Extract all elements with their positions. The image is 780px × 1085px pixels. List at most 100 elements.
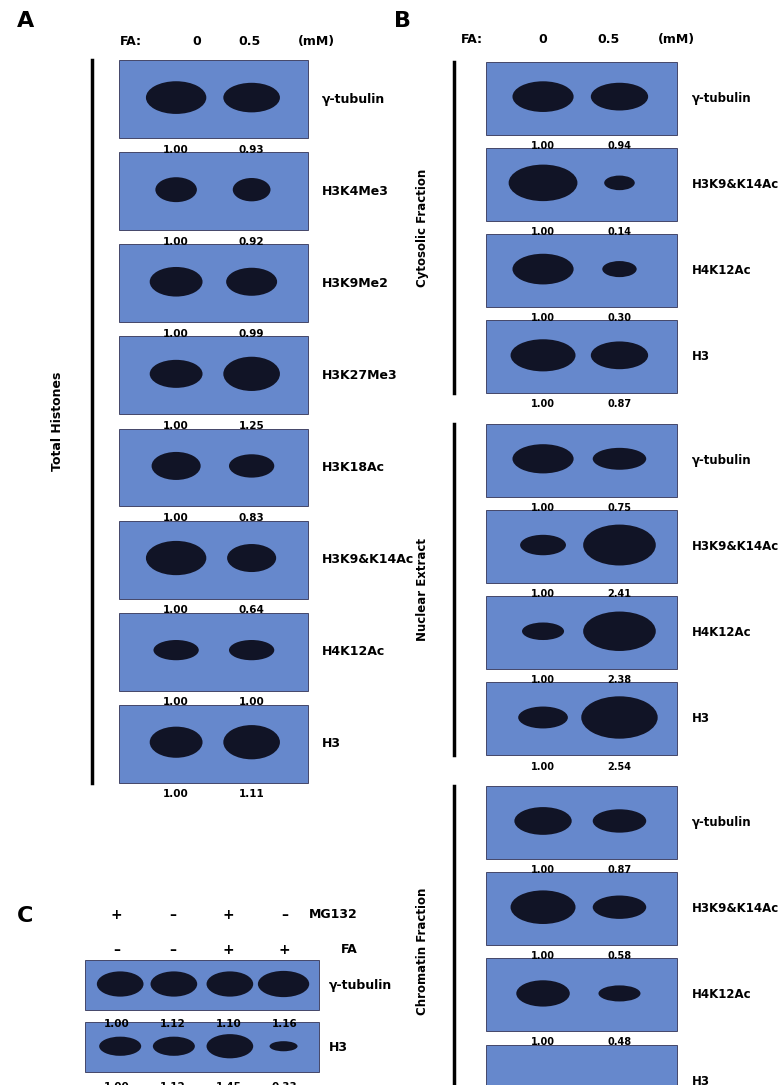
FancyBboxPatch shape <box>486 872 677 945</box>
Text: 0.5: 0.5 <box>597 34 619 47</box>
Text: 1.00: 1.00 <box>531 399 555 409</box>
Text: Cytosolic Fraction: Cytosolic Fraction <box>417 168 429 286</box>
Ellipse shape <box>522 623 564 640</box>
Ellipse shape <box>602 261 636 277</box>
FancyBboxPatch shape <box>119 521 308 599</box>
Ellipse shape <box>154 640 199 661</box>
Text: 1.00: 1.00 <box>239 698 264 707</box>
Ellipse shape <box>581 697 658 739</box>
Ellipse shape <box>598 985 640 1001</box>
Ellipse shape <box>207 971 254 997</box>
Text: FA:: FA: <box>461 34 483 47</box>
Ellipse shape <box>223 82 280 113</box>
Text: H3K9Me2: H3K9Me2 <box>322 277 389 290</box>
Ellipse shape <box>97 971 144 997</box>
Text: 0.99: 0.99 <box>239 329 264 339</box>
Text: 2.41: 2.41 <box>608 589 632 599</box>
Text: C: C <box>16 906 33 926</box>
Text: H4K12Ac: H4K12Ac <box>692 264 752 277</box>
Ellipse shape <box>207 1034 254 1058</box>
Ellipse shape <box>226 268 277 296</box>
FancyBboxPatch shape <box>486 234 677 307</box>
Ellipse shape <box>229 640 275 661</box>
Text: 1.00: 1.00 <box>531 762 555 771</box>
Text: 0.48: 0.48 <box>608 1037 632 1047</box>
Text: 0.64: 0.64 <box>239 605 264 615</box>
Text: –: – <box>169 943 176 957</box>
FancyBboxPatch shape <box>119 60 308 138</box>
Ellipse shape <box>516 980 570 1007</box>
Ellipse shape <box>151 452 200 480</box>
Ellipse shape <box>151 971 197 997</box>
FancyBboxPatch shape <box>119 336 308 414</box>
Ellipse shape <box>150 727 203 757</box>
Text: H3K27Me3: H3K27Me3 <box>322 369 398 382</box>
Ellipse shape <box>593 809 646 832</box>
Ellipse shape <box>590 82 648 111</box>
Text: 1.00: 1.00 <box>531 502 555 513</box>
Ellipse shape <box>590 342 648 369</box>
Text: 1.00: 1.00 <box>531 589 555 599</box>
Text: FA: FA <box>342 943 358 956</box>
Text: H3: H3 <box>329 1041 348 1054</box>
Text: 1.00: 1.00 <box>104 1020 129 1030</box>
Ellipse shape <box>509 165 577 201</box>
Ellipse shape <box>511 891 576 924</box>
Text: 0.33: 0.33 <box>272 1082 298 1085</box>
Ellipse shape <box>520 535 566 556</box>
Ellipse shape <box>223 725 280 760</box>
Text: H3K9&K14Ac: H3K9&K14Ac <box>322 553 414 566</box>
Text: 0.87: 0.87 <box>608 399 632 409</box>
Text: 2.38: 2.38 <box>608 675 632 686</box>
Text: γ-tubulin: γ-tubulin <box>692 816 752 829</box>
Text: 1.00: 1.00 <box>531 675 555 686</box>
Text: Total Histones: Total Histones <box>51 372 64 471</box>
Text: 1.10: 1.10 <box>216 1020 242 1030</box>
Text: H3: H3 <box>692 1074 710 1085</box>
Text: γ-tubulin: γ-tubulin <box>692 91 752 104</box>
Text: H3K4Me3: H3K4Me3 <box>322 184 389 197</box>
Text: 1.00: 1.00 <box>531 314 555 323</box>
Ellipse shape <box>583 612 656 651</box>
Text: –: – <box>169 908 176 921</box>
Text: 1.00: 1.00 <box>163 790 189 800</box>
Ellipse shape <box>258 971 309 997</box>
Text: 1.00: 1.00 <box>163 421 189 431</box>
Ellipse shape <box>229 455 275 477</box>
FancyBboxPatch shape <box>486 596 677 669</box>
FancyBboxPatch shape <box>85 960 318 1010</box>
Text: 0.93: 0.93 <box>239 144 264 155</box>
Ellipse shape <box>223 357 280 391</box>
Ellipse shape <box>518 706 568 728</box>
Ellipse shape <box>593 895 646 919</box>
Text: H3: H3 <box>692 713 710 726</box>
Text: A: A <box>16 11 34 30</box>
Text: 1.00: 1.00 <box>163 237 189 246</box>
Text: 1.00: 1.00 <box>531 865 555 875</box>
FancyBboxPatch shape <box>119 429 308 507</box>
FancyBboxPatch shape <box>85 1022 318 1072</box>
Text: H3K9&K14Ac: H3K9&K14Ac <box>692 902 779 915</box>
Ellipse shape <box>153 1036 195 1056</box>
Text: FA:: FA: <box>119 35 141 48</box>
Ellipse shape <box>512 254 573 284</box>
Text: 0.83: 0.83 <box>239 513 264 523</box>
Text: 1.00: 1.00 <box>531 141 555 151</box>
Text: 1.00: 1.00 <box>163 329 189 339</box>
Text: –: – <box>282 908 289 921</box>
Text: 0.75: 0.75 <box>608 502 632 513</box>
FancyBboxPatch shape <box>486 958 677 1032</box>
Text: 1.12: 1.12 <box>160 1082 186 1085</box>
Text: (mM): (mM) <box>298 35 335 48</box>
Ellipse shape <box>583 524 656 565</box>
Text: H4K12Ac: H4K12Ac <box>322 646 385 659</box>
Text: 1.00: 1.00 <box>531 1037 555 1047</box>
Text: 1.00: 1.00 <box>531 227 555 237</box>
Text: 1.00: 1.00 <box>163 144 189 155</box>
Ellipse shape <box>146 81 207 114</box>
Text: 2.54: 2.54 <box>608 762 632 771</box>
FancyBboxPatch shape <box>486 510 677 583</box>
Text: 1.12: 1.12 <box>160 1020 186 1030</box>
Text: +: + <box>223 908 235 921</box>
Text: +: + <box>223 943 235 957</box>
